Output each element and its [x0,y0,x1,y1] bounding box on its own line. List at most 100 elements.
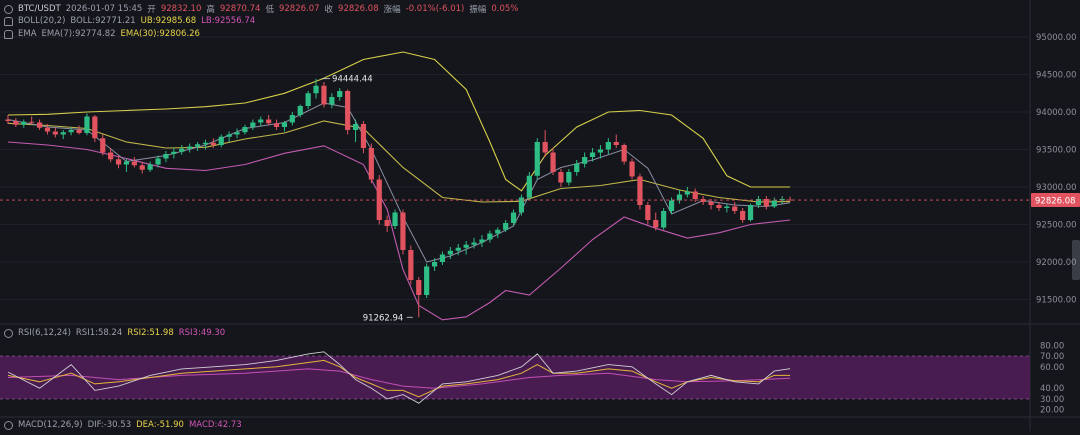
candle-body[interactable] [463,244,469,248]
candle-body[interactable] [542,142,548,153]
candle-body[interactable] [439,254,446,263]
candle-body[interactable] [487,233,493,240]
candle-body[interactable] [408,250,414,280]
candle-body[interactable] [613,142,619,145]
candle-body[interactable] [171,151,177,154]
macd-settings-icon[interactable] [4,420,13,430]
candle-body[interactable] [518,197,525,213]
candle-body[interactable] [52,131,58,135]
candle-body[interactable] [566,172,572,183]
candle-body[interactable] [155,158,161,165]
candle-body[interactable] [36,122,43,128]
candle-body[interactable] [179,148,185,152]
candle-body[interactable] [455,247,461,251]
boll-alert-icon[interactable] [4,16,13,26]
candle-body[interactable] [234,132,240,135]
candle-body[interactable] [479,239,485,243]
candle-body[interactable] [645,205,651,220]
candle-body[interactable] [163,154,169,159]
candle-body[interactable] [352,124,359,130]
candle-body[interactable] [313,85,319,94]
candle-body[interactable] [392,212,398,227]
candle-body[interactable] [258,119,264,123]
candle-body[interactable] [13,121,19,125]
candle-body[interactable] [210,142,216,145]
candle-body[interactable] [668,200,675,212]
candle-body[interactable] [755,199,762,205]
candle-body[interactable] [139,165,145,170]
candle-body[interactable] [708,202,714,205]
candle-body[interactable] [605,142,611,150]
candle-body[interactable] [495,229,501,234]
candle-body[interactable] [29,121,35,123]
candle-body[interactable] [653,220,659,228]
candle-body[interactable] [108,152,114,160]
candle-body[interactable] [771,200,777,207]
candle-body[interactable] [550,152,556,173]
candle-body[interactable] [416,280,422,295]
candle-body[interactable] [589,152,596,158]
candle-body[interactable] [68,130,74,133]
candle-body[interactable] [226,134,232,137]
symbol-toggle-icon[interactable] [4,4,13,14]
candle-body[interactable] [558,172,564,183]
candle-body[interactable] [424,266,430,296]
candle-body[interactable] [187,146,193,149]
candle-body[interactable] [21,121,27,125]
candle-body[interactable] [447,250,453,255]
candle-body[interactable] [534,142,540,176]
candle-body[interactable] [76,130,82,133]
candle-body[interactable] [305,93,311,106]
candle-body[interactable] [218,136,224,145]
candle-body[interactable] [700,199,706,202]
candle-body[interactable] [740,211,746,220]
candle-body[interactable] [400,212,406,251]
candle-body[interactable] [321,85,327,105]
candle-body[interactable] [471,242,477,245]
candle-body[interactable] [297,106,303,115]
candle-body[interactable] [60,132,66,135]
candle-body[interactable] [526,175,532,198]
candle-body[interactable] [242,127,248,133]
candle-body[interactable] [787,199,793,201]
scrollbar-thumb[interactable] [1072,240,1080,280]
candle-body[interactable] [115,159,122,165]
candle-body[interactable] [637,176,643,206]
candle-body[interactable] [194,144,201,147]
candle-body[interactable] [692,191,698,200]
candle-body[interactable] [289,115,295,123]
candle-body[interactable] [250,122,256,128]
candle-body[interactable] [337,91,343,97]
candle-body[interactable] [582,157,588,164]
candle-body[interactable] [574,163,580,172]
candle-body[interactable] [92,116,98,139]
candle-body[interactable] [503,223,509,230]
candle-body[interactable] [763,199,769,207]
candle-body[interactable] [661,211,667,228]
ema-alert-icon[interactable] [4,29,13,39]
candle-body[interactable] [147,164,153,170]
candle-body[interactable] [44,127,51,132]
candle-body[interactable] [724,206,730,209]
candle-body[interactable] [281,122,288,128]
candle-body[interactable] [84,116,90,134]
candle-body[interactable] [629,161,635,177]
candle-body[interactable] [384,220,390,226]
candle-body[interactable] [597,149,604,153]
candle-body[interactable] [345,91,351,130]
candle-body[interactable] [5,119,11,122]
candle-body[interactable] [131,161,137,166]
candle-body[interactable] [368,148,374,180]
candle-body[interactable] [329,97,335,105]
candle-body[interactable] [431,262,438,267]
candle-body[interactable] [732,206,738,212]
candle-body[interactable] [684,191,690,195]
candle-body[interactable] [510,212,517,224]
rsi-settings-icon[interactable] [4,328,13,338]
candle-body[interactable] [202,142,209,145]
candle-body[interactable] [676,194,683,201]
candle-body[interactable] [123,161,130,165]
candle-body[interactable] [360,124,367,148]
candle-body[interactable] [716,205,722,208]
